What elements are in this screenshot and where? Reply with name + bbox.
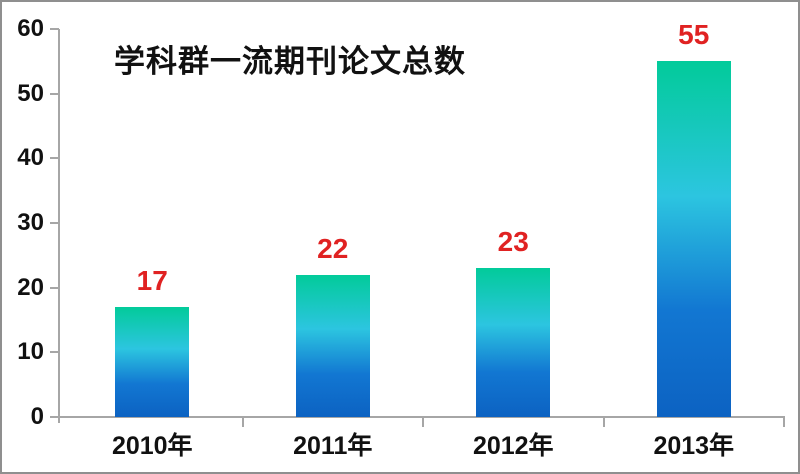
- chart-title: 学科群一流期刊论文总数: [114, 44, 466, 79]
- y-axis-tick-label: 50: [17, 79, 44, 107]
- y-axis-tick: [50, 28, 59, 30]
- x-axis-tick: [241, 416, 244, 427]
- y-axis-tick: [50, 222, 59, 224]
- y-axis-tick: [50, 157, 59, 160]
- x-axis-tick: [422, 416, 424, 427]
- x-axis-category-label: 2012年: [472, 432, 554, 460]
- bar-value-label: 22: [317, 232, 349, 264]
- y-axis-tick-label: 30: [17, 209, 44, 236]
- x-axis-category-label: 2010年: [111, 432, 193, 460]
- bar-2011年: [295, 274, 370, 417]
- y-axis-tick-label: 10: [17, 338, 44, 366]
- y-axis-tick-label: 40: [17, 144, 44, 172]
- bar-2012年: [476, 268, 551, 417]
- y-axis-tick: [50, 92, 59, 95]
- y-axis-tick-label: 60: [17, 15, 44, 42]
- y-axis-tick: [50, 416, 59, 418]
- y-axis-line: [58, 29, 60, 423]
- y-axis-tick: [50, 351, 59, 354]
- bar-2013年: [656, 61, 731, 417]
- bar-value-label: 55: [678, 19, 710, 51]
- x-axis-tick: [602, 416, 605, 427]
- y-axis-tick-label: 20: [17, 273, 44, 301]
- bar-2010年: [115, 307, 190, 417]
- x-axis-category-label: 2013年: [653, 432, 735, 460]
- bar-value-label: 17: [136, 265, 168, 297]
- x-axis-tick: [783, 416, 785, 427]
- x-axis-category-label: 2011年: [293, 432, 373, 460]
- y-axis-tick: [50, 286, 59, 289]
- x-axis-line: [59, 416, 784, 418]
- bar-value-label: 23: [497, 226, 529, 258]
- y-axis-tick-label: 0: [30, 403, 44, 430]
